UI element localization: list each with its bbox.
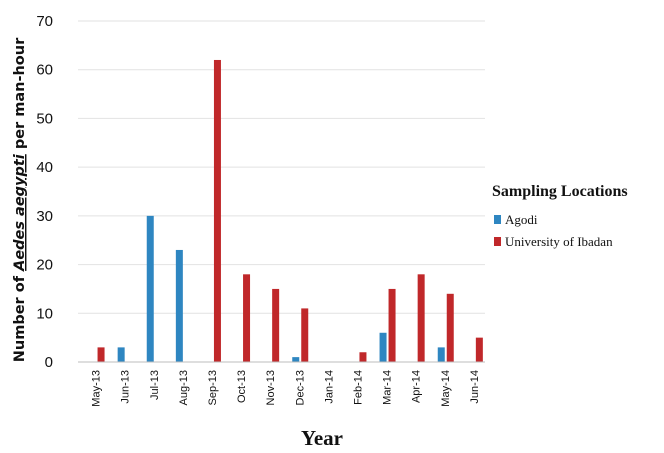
x-tick-label: May-14 [440,370,452,407]
y-tick-label: 40 [36,159,53,176]
x-tick-label: Dec-13 [294,370,306,405]
y-axis-label-species: Aedes aegypti [12,153,28,272]
x-tick-label: Feb-14 [352,370,364,405]
legend-swatch-ui [494,237,501,246]
y-tick-label: 70 [36,13,53,30]
x-tick-label: Jan-14 [323,370,335,404]
y-tick-label: 10 [36,305,53,322]
x-tick-label: Sep-13 [207,370,219,405]
bars [97,59,483,362]
x-tick-label: Oct-13 [236,370,248,403]
bar-ui-May-14 [446,293,454,362]
bar-agodi-Aug-13 [175,249,183,362]
x-tick-label: Jul-13 [149,370,161,400]
x-tick-label: May-13 [91,370,103,407]
bar-agodi-Jun-13 [117,347,125,362]
legend: Sampling Locations Agodi University of Ib… [492,183,628,249]
bar-agodi-Dec-13 [292,357,300,362]
x-axis-label: Year [301,426,343,450]
y-tick-label: 30 [36,208,53,225]
x-tick-label: Nov-13 [265,370,277,405]
x-tick-label: Jun-14 [469,370,481,404]
x-tick-label: Aug-13 [178,370,190,405]
y-axis-label-suffix: per man-hour [12,37,28,154]
bar-ui-May-13 [97,347,105,362]
gridlines [78,20,485,314]
bar-ui-Mar-14 [388,288,396,362]
legend-items: Agodi University of Ibadan [494,212,613,249]
bar-ui-Sep-13 [213,59,221,362]
x-tick-label: Jun-13 [120,370,132,404]
y-axis-label-prefix: Number of [12,271,28,362]
y-tick-labels: 0 10 20 30 40 50 60 70 [36,13,53,371]
bar-ui-Jun-14 [475,337,483,362]
legend-label-agodi: Agodi [505,212,538,227]
y-axis-label: Number of Aedes aegypti per man-hour [12,37,28,362]
x-tick-labels: May-13 Jun-13 Jul-13 Aug-13 Sep-13 Oct-13 Nov-… [91,370,481,407]
bar-ui-Feb-14 [359,352,367,362]
x-tick-label: Mar-14 [382,370,394,405]
legend-label-ui: University of Ibadan [505,234,613,249]
bar-agodi-May-14 [437,347,445,362]
x-tick-label: Apr-14 [411,370,423,403]
bar-ui-Oct-13 [243,274,251,362]
bar-ui-Dec-13 [301,308,309,362]
y-tick-label: 50 [36,110,53,127]
y-tick-label: 20 [36,257,53,274]
bar-ui-Apr-14 [417,274,425,362]
y-tick-label: 0 [45,354,53,371]
bar-agodi-Mar-14 [379,332,387,362]
bar-agodi-Jul-13 [146,215,154,362]
bar-ui-Nov-13 [272,288,280,362]
legend-swatch-agodi [494,215,501,224]
legend-title: Sampling Locations [492,183,628,200]
y-tick-label: 60 [36,62,53,79]
